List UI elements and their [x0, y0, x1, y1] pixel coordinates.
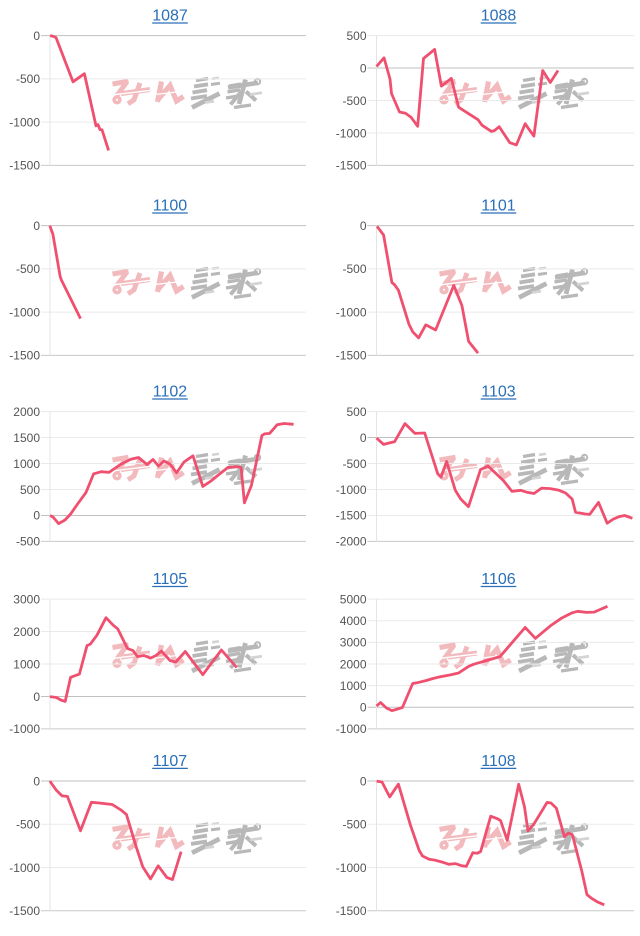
svg-text:-1000: -1000	[9, 861, 40, 875]
svg-text:0: 0	[360, 431, 367, 445]
svg-text:1000: 1000	[13, 657, 40, 671]
svg-text:1103: 1103	[481, 384, 516, 401]
svg-text:-500: -500	[16, 535, 40, 549]
svg-text:0: 0	[33, 509, 40, 523]
svg-text:1108: 1108	[481, 753, 516, 770]
svg-text:1000: 1000	[13, 457, 40, 471]
svg-text:500: 500	[346, 29, 366, 43]
svg-text:500: 500	[20, 483, 40, 497]
svg-text:-500: -500	[16, 262, 40, 276]
svg-text:0: 0	[33, 219, 40, 233]
svg-text:500: 500	[346, 405, 366, 419]
svg-text:-500: -500	[342, 457, 366, 471]
svg-text:-1500: -1500	[9, 904, 40, 918]
svg-text:-1000: -1000	[336, 305, 367, 319]
svg-text:-2000: -2000	[336, 535, 367, 549]
svg-text:-1000: -1000	[336, 483, 367, 497]
svg-text:0: 0	[33, 690, 40, 704]
svg-text:1100: 1100	[153, 198, 188, 215]
svg-text:-1000: -1000	[336, 722, 367, 736]
svg-text:2000: 2000	[340, 657, 367, 671]
svg-text:0: 0	[33, 29, 40, 43]
svg-text:1102: 1102	[153, 384, 188, 401]
svg-text:-1500: -1500	[336, 349, 367, 363]
svg-text:1105: 1105	[153, 571, 188, 588]
svg-text:-1000: -1000	[9, 115, 40, 129]
svg-text:1107: 1107	[153, 753, 188, 770]
svg-text:-500: -500	[342, 94, 366, 108]
svg-text:0: 0	[360, 774, 367, 788]
svg-text:-1000: -1000	[9, 305, 40, 319]
svg-text:0: 0	[360, 701, 367, 715]
svg-text:1106: 1106	[481, 571, 516, 588]
svg-text:1500: 1500	[13, 431, 40, 445]
svg-text:3000: 3000	[340, 636, 367, 650]
svg-text:-500: -500	[342, 818, 366, 832]
svg-text:-1500: -1500	[336, 159, 367, 173]
svg-text:-1000: -1000	[9, 722, 40, 736]
svg-text:-1500: -1500	[9, 159, 40, 173]
svg-text:0: 0	[33, 774, 40, 788]
svg-text:-500: -500	[16, 72, 40, 86]
svg-text:5000: 5000	[340, 592, 367, 606]
svg-text:2000: 2000	[13, 405, 40, 419]
svg-text:1000: 1000	[340, 679, 367, 693]
svg-text:1101: 1101	[481, 198, 516, 215]
svg-text:2000: 2000	[13, 625, 40, 639]
svg-text:0: 0	[360, 61, 367, 75]
svg-text:4000: 4000	[340, 614, 367, 628]
svg-text:-1500: -1500	[9, 349, 40, 363]
svg-text:3000: 3000	[13, 592, 40, 606]
svg-text:1087: 1087	[152, 8, 188, 25]
svg-text:-1000: -1000	[336, 126, 367, 140]
svg-text:-1500: -1500	[336, 509, 367, 523]
svg-text:1088: 1088	[481, 8, 517, 25]
svg-text:-500: -500	[342, 262, 366, 276]
svg-text:-500: -500	[16, 818, 40, 832]
svg-text:-1000: -1000	[336, 861, 367, 875]
svg-text:0: 0	[360, 219, 367, 233]
svg-text:-1500: -1500	[336, 904, 367, 918]
